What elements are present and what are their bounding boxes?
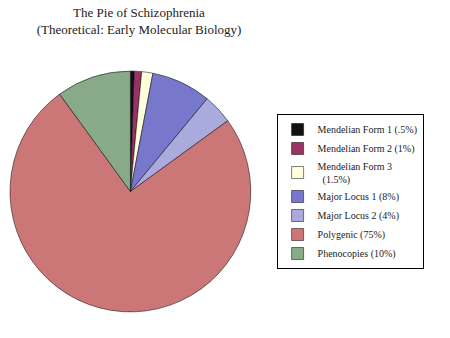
svg-text:Phenocopies (10%): Phenocopies (10%) [318,248,396,260]
svg-text:Mendelian Form 3 (1.5%): Mendelian Form 3 (1.5%) [318,161,392,186]
svg-text:Mendelian Form 1 (.5%): Mendelian Form 1 (.5%) [318,124,417,136]
svg-text:The Pie of Schizophrenia(Theor: The Pie of Schizophrenia(Theoretical: Ea… [37,5,242,37]
svg-text:Major Locus 1 (8%): Major Locus 1 (8%) [318,191,399,203]
svg-text:Polygenic (75%): Polygenic (75%) [318,229,386,241]
svg-text:Mendelian Form 2 (1%): Mendelian Form 2 (1%) [318,143,415,155]
svg-text:Major Locus 2 (4%): Major Locus 2 (4%) [318,210,399,222]
